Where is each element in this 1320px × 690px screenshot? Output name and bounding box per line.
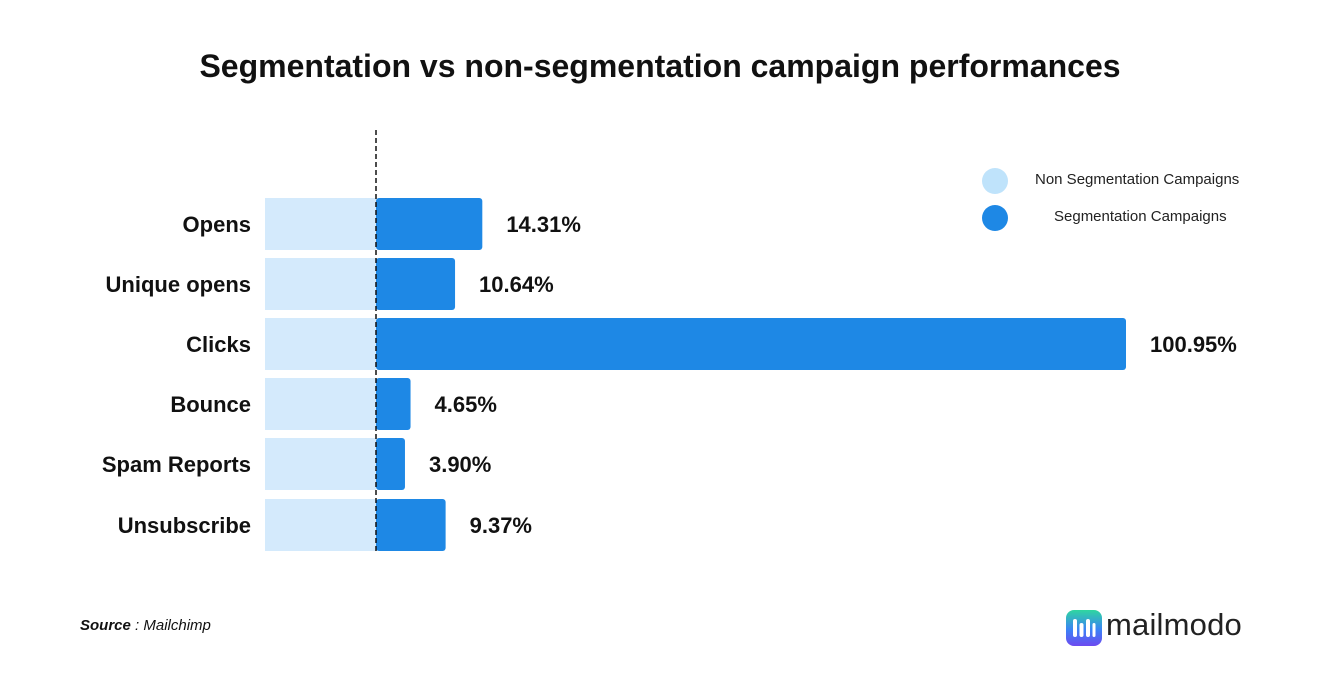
source-label: Source [80,617,131,634]
category-label-spam-reports: Spam Reports [102,452,251,477]
baseline-block-bounce [265,378,376,430]
mailmodo-logo-icon [1066,610,1102,646]
data-label-opens: 14.31% [506,212,581,237]
category-label-clicks: Clicks [186,332,251,357]
legend-swatch-non-segmentation [982,168,1008,194]
data-label-unique-opens: 10.64% [479,272,554,297]
baseline-block-spam-reports [265,438,376,490]
baseline-block-clicks [265,318,376,370]
category-label-unsubscribe: Unsubscribe [118,513,251,538]
data-label-clicks: 100.95% [1150,332,1237,357]
bar-clicks [376,318,1126,370]
bar-opens [376,198,483,250]
legend-item-non-segmentation: Non Segmentation Campaigns [982,164,1292,201]
brand-name: mailmodo [1106,607,1242,642]
legend-label-segmentation: Segmentation Campaigns [1054,208,1227,225]
legend-swatch-segmentation [982,205,1008,231]
bar-spam-reports [376,438,405,490]
source-separator: : [130,617,144,634]
category-label-opens: Opens [183,212,251,237]
legend-label-non-segmentation: Non Segmentation Campaigns [1035,171,1240,188]
source-value: Mailchimp [143,617,211,634]
bar-unique-opens [376,258,456,310]
category-label-unique-opens: Unique opens [106,272,251,297]
chart-title: Segmentation vs non-segmentation campaig… [199,48,1121,84]
baseline-block-unique-opens [265,258,376,310]
baseline-block-opens [265,198,376,250]
legend: Non Segmentation Campaigns Segmentation … [982,164,1292,238]
data-label-bounce: 4.65% [435,392,497,417]
data-label-spam-reports: 3.90% [429,452,491,477]
data-label-unsubscribe: 9.37% [470,513,532,538]
source-note: Source : Mailchimp [80,617,211,634]
bar-bounce [376,378,411,430]
baseline-block-unsubscribe [265,499,376,551]
legend-item-segmentation: Segmentation Campaigns [982,201,1292,238]
category-label-bounce: Bounce [170,392,251,417]
bar-unsubscribe [376,499,446,551]
